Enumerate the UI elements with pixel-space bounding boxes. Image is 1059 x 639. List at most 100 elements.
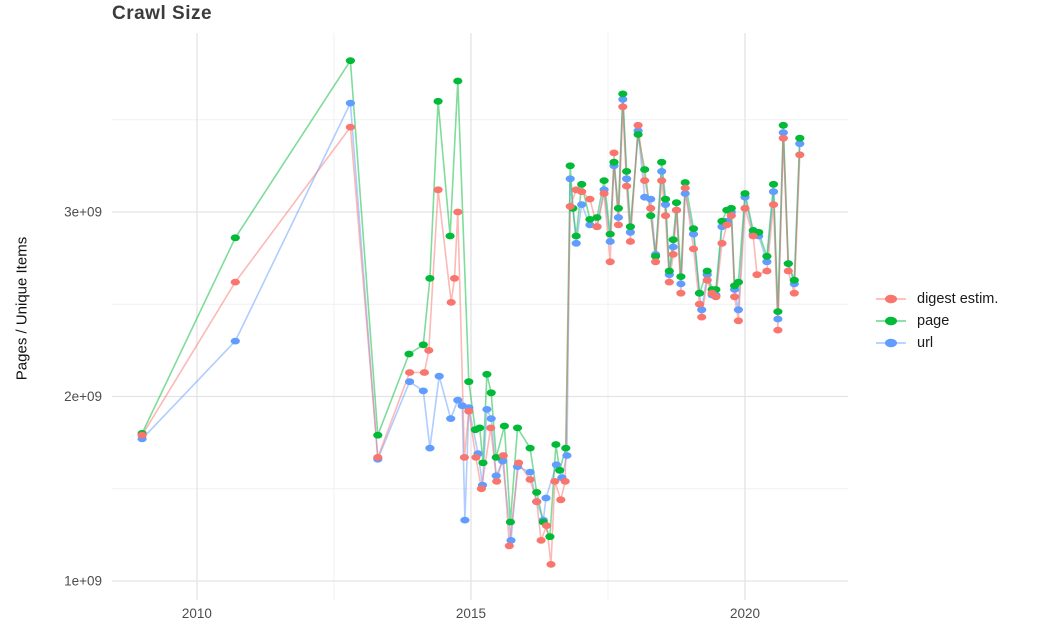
data-point-page [651, 252, 661, 260]
data-point-url [482, 406, 492, 413]
data-point-page [773, 308, 783, 315]
data-point-digestestim [373, 454, 383, 461]
data-point-page [605, 230, 615, 238]
data-point-digestestim [633, 121, 643, 129]
data-point-digestestim [137, 431, 147, 439]
data-point-url [565, 175, 575, 183]
data-point-digestestim [546, 561, 556, 568]
data-point-page [491, 454, 501, 461]
data-point-page [561, 444, 571, 452]
data-point-page [571, 232, 581, 240]
data-point-digestestim [592, 223, 602, 231]
data-point-url [446, 415, 456, 422]
data-point-digestestim [230, 278, 240, 286]
data-point-digestestim [525, 476, 535, 483]
data-point-page [657, 158, 667, 166]
data-point-url [657, 168, 667, 175]
data-point-digestestim [433, 186, 443, 194]
data-point-page [676, 273, 686, 280]
data-point-digestestim [605, 258, 615, 266]
data-point-page [688, 225, 699, 233]
data-point-digestestim [550, 478, 560, 485]
chart-title: Crawl Size [112, 3, 213, 24]
data-point-page [740, 190, 750, 197]
data-point-url [762, 258, 772, 266]
data-point-url [585, 221, 595, 229]
legend-key-page-icon [876, 316, 906, 326]
y-axis-title: Pages / Unique Items [13, 236, 31, 381]
data-point-digestestim [405, 369, 415, 376]
data-point-digestestim [476, 485, 486, 493]
data-point-digestestim [459, 454, 469, 461]
data-point-digestestim [514, 459, 524, 467]
legend-item-page: page [874, 312, 998, 330]
data-point-url [622, 175, 632, 183]
data-point-page [486, 389, 496, 397]
data-point-page [609, 158, 619, 166]
data-point-page [633, 131, 643, 138]
data-point-url [434, 372, 444, 380]
data-point-page [475, 424, 485, 432]
data-point-digestestim [449, 275, 460, 282]
data-point-digestestim [762, 267, 772, 275]
data-point-digestestim [498, 452, 508, 459]
data-point-page [453, 77, 463, 85]
data-point-digestestim [560, 478, 570, 485]
legend-item-url: url [874, 334, 998, 352]
data-point-url [230, 337, 240, 345]
data-point-url [498, 457, 508, 465]
data-point-digestestim [419, 369, 429, 376]
data-point-digestestim [773, 326, 783, 334]
data-point-digestestim [740, 204, 750, 212]
data-point-digestestim [556, 496, 566, 504]
data-point-digestestim [733, 317, 744, 325]
data-point-page [512, 424, 523, 432]
data-point-page [505, 518, 515, 526]
data-point-digestestim [717, 239, 727, 247]
data-point-digestestim [722, 221, 732, 229]
data-point-page [660, 195, 671, 203]
data-point-digestestim [424, 347, 434, 354]
data-point-url [425, 444, 435, 452]
data-point-page [762, 252, 772, 260]
data-point-digestestim [688, 245, 699, 253]
data-point-url [453, 396, 463, 404]
data-point-digestestim [697, 313, 707, 321]
data-point-page [425, 275, 435, 282]
data-point-digestestim [565, 203, 575, 210]
data-point-digestestim [748, 232, 758, 240]
data-point-url [778, 129, 788, 137]
data-point-page [599, 177, 609, 185]
data-point-page [622, 168, 632, 175]
data-point-digestestim [613, 221, 624, 229]
data-point-url [660, 201, 671, 209]
data-point-url [625, 228, 636, 236]
data-point-url [541, 494, 551, 502]
data-point-url [688, 230, 699, 238]
data-point-page [373, 431, 383, 439]
x-tick-label: 2010 [182, 606, 212, 621]
data-point-digestestim [711, 293, 721, 301]
data-point-page [525, 444, 535, 452]
data-point-page [555, 466, 565, 474]
data-point-url [613, 214, 624, 221]
data-point-digestestim [345, 123, 355, 131]
data-point-page [585, 216, 595, 223]
data-point-digestestim [778, 134, 788, 142]
legend-item-digest-estim: digest estim. [874, 290, 998, 308]
data-point-digestestim [646, 204, 656, 212]
data-point-page [230, 234, 240, 242]
data-point-digestestim [651, 258, 661, 266]
data-point-digestestim [504, 542, 514, 550]
data-point-digestestim [702, 276, 712, 284]
data-point-page [565, 162, 575, 170]
data-point-page [499, 422, 509, 430]
data-point-page [680, 179, 690, 186]
data-point-page [551, 441, 561, 448]
legend-label-page: page [917, 313, 950, 329]
data-point-digestestim [542, 522, 552, 529]
data-point-digestestim [618, 103, 628, 111]
data-point-digestestim [660, 212, 671, 220]
y-tick-label: 1e+09 [64, 573, 102, 588]
